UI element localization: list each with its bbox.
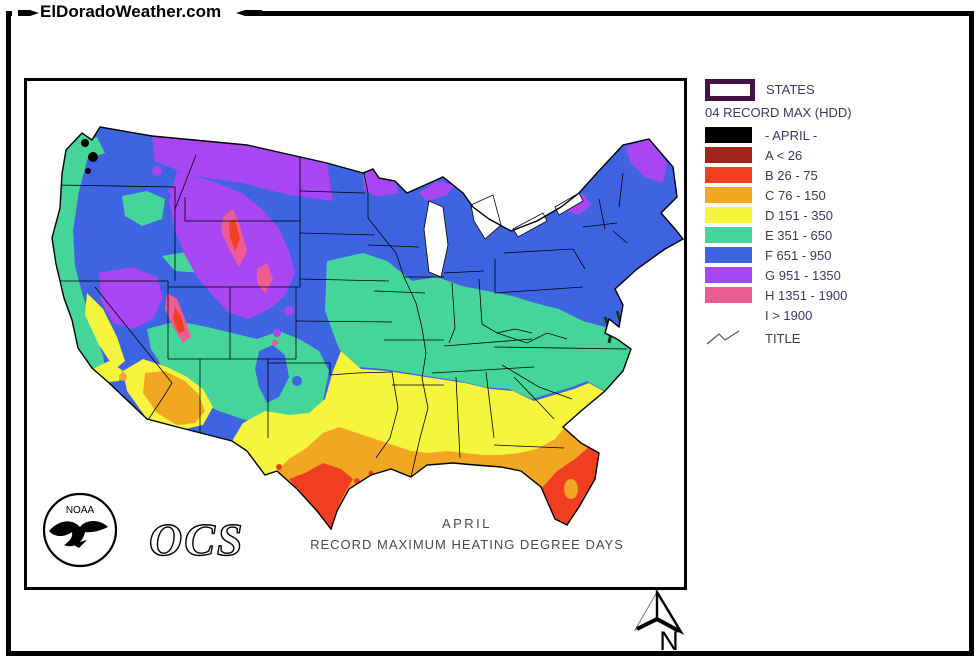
legend-row: G 951 - 1350: [705, 265, 852, 285]
legend-swatch: [705, 147, 752, 163]
legend-label: B 26 - 75: [765, 167, 818, 183]
legend-label: G 951 - 1350: [765, 267, 841, 283]
noaa-label: NOAA: [66, 505, 95, 516]
legend: STATES 04 RECORD MAX (HDD) - APRIL - A <…: [705, 78, 852, 348]
legend-row: D 151 - 350: [705, 205, 852, 225]
legend-row: H 1351 - 1900: [705, 285, 852, 305]
legend-row: - APRIL -: [705, 125, 852, 145]
states-label: STATES: [766, 82, 815, 97]
legend-row: E 351 - 650: [705, 225, 852, 245]
page-border: [6, 11, 974, 656]
legend-label: C 76 - 150: [765, 187, 826, 203]
site-title: ElDoradoWeather.com: [40, 2, 222, 21]
noaa-logo: NOAA: [42, 492, 118, 568]
map-title-line1: APRIL: [442, 516, 492, 531]
states-swatch: [705, 78, 755, 101]
legend-label: D 151 - 350: [765, 207, 833, 223]
legend-title-row: TITLE: [705, 328, 852, 348]
legend-label: F 651 - 950: [765, 247, 832, 263]
legend-swatch: [705, 187, 752, 203]
legend-swatch: [705, 247, 752, 263]
legend-row: C 76 - 150: [705, 185, 852, 205]
legend-heading: 04 RECORD MAX (HDD): [705, 105, 852, 120]
north-label: N: [659, 626, 679, 656]
legend-row: B 26 - 75: [705, 165, 852, 185]
legend-label: E 351 - 650: [765, 227, 833, 243]
legend-label: H 1351 - 1900: [765, 287, 848, 303]
legend-label: I > 1900: [765, 307, 813, 323]
header-right-arrow-icon: [236, 10, 262, 16]
map-title-line2: RECORD MAXIMUM HEATING DEGREE DAYS: [310, 537, 624, 552]
header-mask: [12, 8, 258, 20]
legend-swatch: [705, 127, 752, 143]
legend-row: A < 26: [705, 145, 852, 165]
legend-title-label: TITLE: [765, 330, 801, 346]
title-line-icon: [706, 330, 740, 345]
us-outline: [51, 126, 684, 531]
legend-row: I > 1900: [705, 305, 852, 325]
legend-swatch: [705, 287, 752, 303]
north-arrow: N: [633, 587, 685, 656]
legend-swatch-empty: [705, 307, 752, 323]
state-borders: [53, 152, 628, 478]
us-map: NOAA OCS APRIL RECORD MAXIMUM HEATING DE…: [42, 126, 684, 568]
legend-swatch: [705, 207, 752, 223]
legend-swatch: [705, 227, 752, 243]
legend-label: A < 26: [765, 147, 803, 163]
ocs-logo: OCS: [149, 514, 244, 565]
header-left-arrow-icon: [18, 10, 39, 16]
map-frame: NOAA OCS APRIL RECORD MAXIMUM HEATING DE…: [24, 78, 687, 590]
hdd-color-regions: [52, 127, 683, 529]
legend-swatch: [705, 267, 752, 283]
legend-swatch: [705, 167, 752, 183]
legend-label: - APRIL -: [765, 127, 818, 143]
legend-states-row: STATES: [705, 78, 852, 101]
legend-row: F 651 - 950: [705, 245, 852, 265]
